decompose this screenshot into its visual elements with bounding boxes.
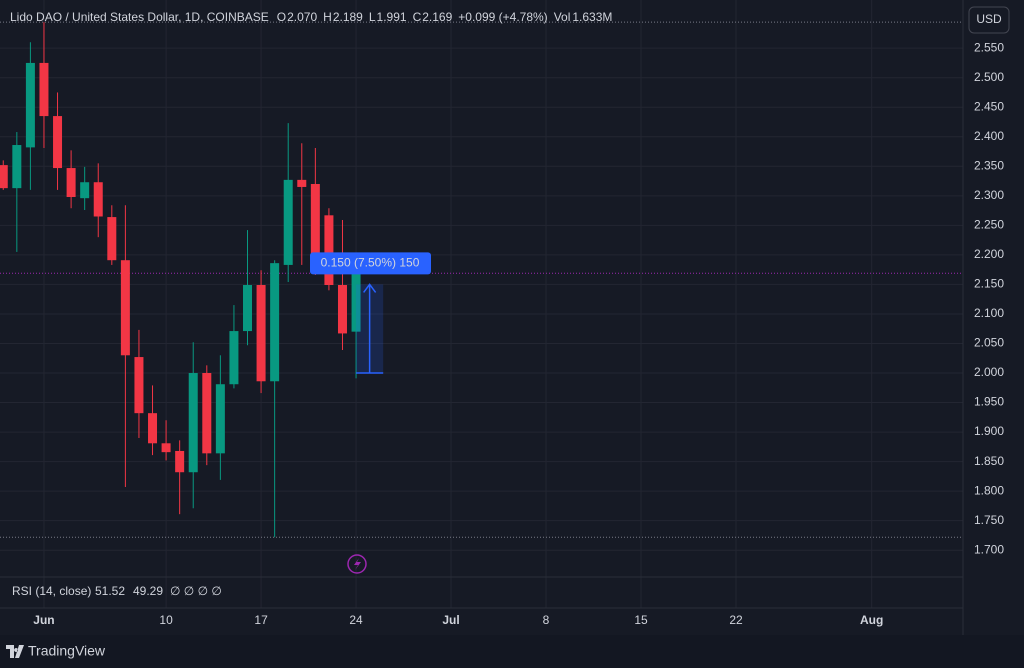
candle-body [134,357,144,414]
y-tick-label: 1.950 [974,395,1004,409]
legend-label: O [277,10,286,24]
x-tick-label: Jun [33,613,54,627]
x-tick-label: 8 [543,613,550,627]
x-tick-label: Aug [860,613,883,627]
x-tick-label: 17 [254,613,268,627]
legend-label: H [323,10,332,24]
y-tick-label: 1.750 [974,513,1004,527]
y-tick-label: 2.300 [974,188,1004,202]
y-tick-label: 2.150 [974,277,1004,291]
y-tick-label: 1.900 [974,424,1004,438]
measure-label-bg [310,252,431,275]
legend-label: L [369,10,376,24]
candle-body [283,179,293,265]
y-tick-label: 2.200 [974,247,1004,261]
legend-value: 1.633M [572,10,612,24]
x-tick-label: 10 [159,613,173,627]
brand: TradingView [28,643,106,659]
event-bolt [354,558,361,570]
marks [0,22,384,538]
candle-body [229,331,239,385]
candle-body [107,217,117,261]
y-tick-label: 2.400 [974,129,1004,143]
x-tick-label: 15 [634,613,648,627]
y-tick-label: 2.350 [974,158,1004,172]
candle-body [256,285,266,382]
legend-value: 1.991 [377,10,407,24]
candle-body [202,373,212,454]
currency-label[interactable]: USD [976,12,1002,26]
candle-body [25,62,35,148]
rsi-value: 49.29 [133,584,163,598]
footer-bar [0,635,1024,668]
candle-body [66,168,76,197]
measure-arrowhead [363,283,377,293]
y-tick-label: 2.550 [974,40,1004,54]
y-tick-label: 2.000 [974,365,1004,379]
candle-body [243,285,253,332]
candle-body [324,215,334,286]
symbol: Lido DAO / United States Dollar, 1D, COI… [10,10,269,24]
candle-body [310,184,320,261]
legend-value: 2.070 [287,10,317,24]
legend-value: 2.189 [333,10,363,24]
candle-body [12,145,22,189]
candle-body [215,384,225,454]
legend-change: +0.099 (+4.78%) [458,10,547,24]
measure-label: 0.150 (7.50%) 150 [321,256,420,270]
currency-button[interactable] [968,6,1010,34]
y-tick-label: 2.100 [974,306,1004,320]
y-tick-label: 2.500 [974,70,1004,84]
x-tick-label: Jul [442,613,459,627]
logo-mark [6,645,24,658]
y-tick-label: 2.250 [974,218,1004,232]
legend-value: 2.169 [422,10,452,24]
x-tick-label: 22 [729,613,743,627]
candle-body [337,285,347,334]
rsi-value: 51.52 [95,584,125,598]
candle-body [120,260,130,356]
labels: O 2.070 H 2.189 L 1.991 C 2.169 +0.099 (+4.78%) V… [33,10,1004,627]
candle-body [161,443,171,453]
y-tick-label: 2.050 [974,336,1004,350]
candle-body [53,116,63,169]
y-tick-label: 2.450 [974,99,1004,113]
candle-body [351,273,361,332]
candle-body [148,413,158,444]
y-tick-label: 1.800 [974,483,1004,497]
candle-body [93,182,103,217]
x-tick-label: 24 [349,613,363,627]
event-icon[interactable] [347,554,367,574]
y-tick-label: 1.850 [974,454,1004,468]
rsi-extra: ∅ ∅ ∅ ∅ [170,584,222,598]
candle-body [188,373,198,473]
candle-body [0,165,8,189]
rsi-title: RSI (14, close) [12,584,91,598]
grid [0,0,963,608]
candle-body [297,179,307,187]
candle-body [270,263,280,382]
candle-body [39,62,49,117]
legend-label: Vol [554,10,571,24]
legend-label: C [413,10,422,24]
y-tick-label: 1.700 [974,542,1004,556]
candle-body [80,182,90,199]
candle-body [175,450,185,473]
logo [6,645,24,658]
